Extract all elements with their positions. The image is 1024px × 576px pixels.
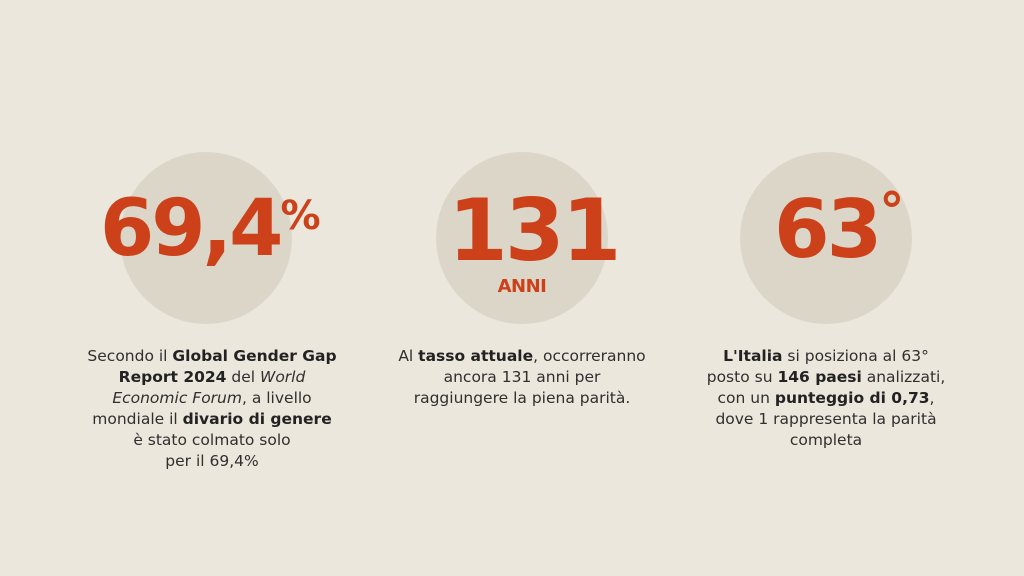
description-text: , a livello [241,389,312,407]
description-bold-text: L'Italia [723,347,783,365]
stat-italy-ranking: 63° L'Italia si posiziona al 63° posto su… [656,0,996,576]
description-bold-text: Global Gender Gap [172,347,337,365]
description-line: Economic Forum, a livello [42,388,382,409]
description-line: mondiale il divario di genere [42,409,382,430]
stat-value: 63 [774,183,882,276]
stat-circle-background [436,152,608,324]
description-text: raggiungere la piena parità. [413,389,631,407]
description-line: Report 2024 del World [42,367,382,388]
stat-value: 131 [448,181,622,281]
stat-unit-label: ANNI [497,276,547,297]
stat-big-number: 63° [774,186,904,270]
description-bold-text: 146 paesi [777,368,862,386]
description-text: dove 1 rappresenta la parità [715,410,937,428]
stat-description: Al tasso attuale, occorreranno ancora 131… [352,346,692,409]
description-text: posto su [706,368,778,386]
description-line: con un punteggio di 0,73, [656,388,996,409]
stat-circle-background [740,152,912,324]
description-text: mondiale il [92,410,183,428]
description-line: ancora 131 anni per [352,367,692,388]
description-bold-text: Report 2024 [118,368,227,386]
description-bold-text: divario di genere [182,410,332,428]
description-text: Al [398,347,419,365]
stat-big-number: 131 [448,188,622,274]
description-text: analizzati, [861,368,946,386]
description-text: è stato colmato solo [133,431,291,449]
description-text: per il 69,4% [165,452,259,470]
description-italic-text: Economic Forum [112,389,242,407]
stat-description: Secondo il Global Gender Gap Report 2024 … [42,346,382,472]
description-bold-text: tasso attuale [418,347,534,365]
description-text: , occorreranno [533,347,646,365]
description-text: con un [717,389,775,407]
description-text: Secondo il [87,347,173,365]
description-italic-text: World [260,368,306,386]
stat-suffix-percent: % [280,193,321,239]
description-line: è stato colmato solo [42,430,382,451]
description-text: completa [789,431,863,449]
description-line: L'Italia si posiziona al 63° [656,346,996,367]
stat-circle-background [120,152,292,324]
description-text: si posiziona al 63° [782,347,929,365]
stat-description: L'Italia si posiziona al 63° posto su 146… [656,346,996,451]
description-line: completa [656,430,996,451]
stat-gender-gap-percentage: 69,4% Secondo il Global Gender Gap Report… [42,0,382,576]
description-bold-text: punteggio di 0,73 [774,389,930,407]
description-line: Secondo il Global Gender Gap [42,346,382,367]
stat-suffix-degree: ° [879,182,905,240]
stat-years-to-parity: 131 ANNI Al tasso attuale, occorreranno a… [352,0,692,576]
description-text: , [929,389,935,407]
description-line: raggiungere la piena parità. [352,388,692,409]
description-line: posto su 146 paesi analizzati, [656,367,996,388]
stat-value: 69,4 [100,184,283,274]
description-text: ancora 131 anni per [443,368,601,386]
stat-big-number: 69,4% [100,190,321,268]
description-text: del [226,368,260,386]
description-line: per il 69,4% [42,451,382,472]
description-line: dove 1 rappresenta la parità [656,409,996,430]
description-line: Al tasso attuale, occorreranno [352,346,692,367]
